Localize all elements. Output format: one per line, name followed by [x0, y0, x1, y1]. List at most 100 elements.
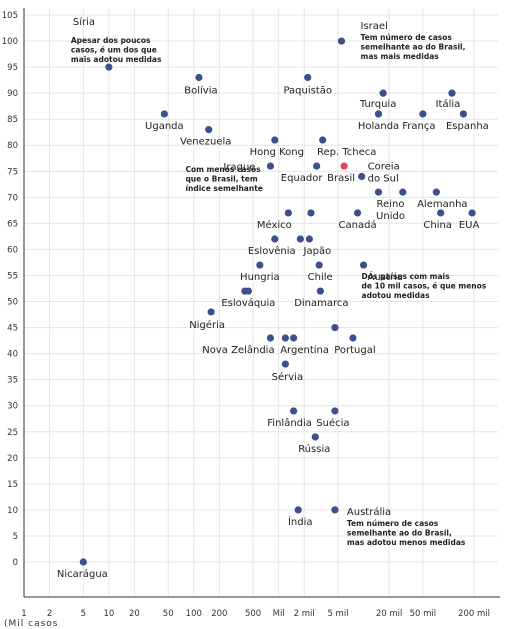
point-israel: [337, 37, 346, 45]
y-tick-label-5: 5: [13, 532, 18, 542]
point-label-canada: Canadá: [339, 219, 377, 231]
point-label-austria: Áustria: [368, 270, 403, 283]
point-eua: [468, 209, 476, 217]
x-tick-label-50: 50: [163, 609, 174, 619]
y-tick-label-100: 100: [2, 37, 18, 47]
point-brasil: [340, 162, 348, 170]
point-label-reino-unido: Reino Unido: [376, 199, 405, 222]
y-tick-label-105: 105: [2, 11, 18, 21]
point-portugal: [349, 334, 357, 342]
y-tick-label-35: 35: [7, 376, 18, 386]
point-label-mexico: México: [257, 219, 292, 231]
point-label-brasil: Brasil: [327, 173, 355, 184]
y-tick-label-45: 45: [7, 324, 18, 334]
point-nova-zelandia: [266, 334, 275, 342]
point-label-turquia: Turquia: [359, 99, 396, 110]
x-tick-label-2: 2: [47, 609, 52, 619]
y-tick-label-0: 0: [13, 558, 18, 568]
point-label-nicaragua: Nicarágua: [57, 568, 108, 580]
point-label-suecia: Suécia: [316, 417, 349, 429]
point-rep-tcheca: [319, 136, 327, 144]
point-unlabeled-37: [281, 334, 289, 342]
point-unlabeled-35: [331, 323, 339, 332]
point-reino-unido: [374, 188, 383, 196]
x-tick-label-mil: Mil: [273, 609, 285, 619]
annotation-iraque: Com menos casos que o Brasil, tem índice s…: [185, 165, 262, 193]
y-tick-label-15: 15: [7, 480, 18, 490]
y-tick-label-20: 20: [7, 454, 18, 464]
point-argentina: [290, 334, 298, 342]
point-label-chile: Chile: [308, 272, 333, 283]
annotation-siria: Apesar dos poucos casos, é um dos que mais…: [71, 36, 162, 64]
point-label-franca: França: [402, 121, 435, 132]
point-label-nova-zelandia: Nova Zelândia: [202, 344, 274, 356]
point-turquia: [379, 89, 387, 97]
point-label-iraque: Iraque: [223, 162, 255, 173]
y-tick-label-10: 10: [7, 506, 18, 516]
point-siria: [105, 63, 113, 71]
axes: [23, 8, 500, 598]
point-label-bolivia: Bolívia: [184, 85, 217, 97]
x-tick-label-1: 1: [21, 609, 26, 619]
point-hong-kong: [271, 136, 279, 144]
point-equador: [313, 162, 321, 170]
y-tick-label-85: 85: [7, 115, 18, 125]
point-japao: [305, 235, 313, 243]
y-tick-label-60: 60: [7, 245, 18, 255]
point-unlabeled-18: [399, 188, 407, 196]
data-points: [79, 37, 476, 566]
y-tick-label-55: 55: [7, 271, 18, 281]
point-unlabeled-21: [307, 209, 315, 217]
point-india: [294, 506, 302, 514]
y-tick-label-95: 95: [7, 63, 18, 73]
point-eslovenia: [271, 235, 279, 243]
point-canada: [353, 209, 362, 217]
point-nigeria: [207, 308, 215, 316]
point-bolivia: [195, 73, 203, 82]
point-label-servia: Sérvia: [272, 371, 303, 383]
y-tick-label-40: 40: [7, 350, 18, 360]
x-tick-label-200: 200: [211, 609, 227, 619]
x-tick-label-5-mil: 5 mil: [327, 609, 348, 619]
point-holanda: [374, 110, 383, 118]
point-label-rep-tcheca: Rep. Tcheca: [317, 147, 376, 158]
x-tick-label-5: 5: [81, 609, 86, 619]
point-italia: [448, 89, 456, 97]
point-label-hungria: Hungria: [240, 272, 280, 283]
x-tick-label-2-mil: 2 mil: [294, 609, 315, 619]
x-tick-label-20: 20: [129, 609, 140, 619]
point-label-finlandia: Finlândia: [267, 417, 312, 429]
point-label-siria: Síria: [73, 16, 95, 28]
point-label-eslovenia: Eslovênia: [248, 245, 296, 257]
point-label-venezuela: Venezuela: [180, 137, 231, 148]
point-alemanha: [432, 188, 440, 196]
point-russia: [311, 433, 319, 441]
point-label-nigeria: Nigéria: [189, 319, 225, 331]
point-label-russia: Rússia: [298, 443, 330, 455]
point-label-equador: Equador: [281, 173, 324, 184]
point-austria: [359, 261, 368, 269]
y-tick-label-50: 50: [7, 298, 18, 308]
point-label-dinamarca: Dinamarca: [294, 298, 348, 309]
point-label-india: Índia: [288, 515, 313, 528]
point-nicaragua: [79, 558, 87, 566]
point-label-portugal: Portugal: [334, 345, 375, 356]
y-tick-label-90: 90: [7, 89, 18, 99]
x-tick-label-50-mil: 50 mil: [410, 609, 437, 619]
point-paquistao: [304, 73, 312, 82]
point-label-coreia-do-sul: Coreia do Sul: [368, 161, 400, 184]
point-dinamarca: [316, 287, 324, 295]
x-tick-label-10: 10: [103, 609, 114, 619]
x-tick-label-20-mil: 20 mil: [376, 609, 403, 619]
y-tick-label-65: 65: [7, 219, 18, 229]
point-china: [437, 209, 445, 217]
point-venezuela: [205, 126, 213, 134]
point-label-hong-kong: Hong Kong: [250, 147, 304, 158]
annotation-austria: Dos países com mais de 10 mil casos, é qu…: [362, 272, 487, 300]
point-eslovaquia: [244, 287, 253, 295]
point-coreia-do-sul: [358, 172, 366, 181]
footer-text: (Mil casos: [4, 619, 59, 629]
point-label-israel: Israel: [361, 21, 388, 32]
point-servia: [281, 360, 289, 368]
